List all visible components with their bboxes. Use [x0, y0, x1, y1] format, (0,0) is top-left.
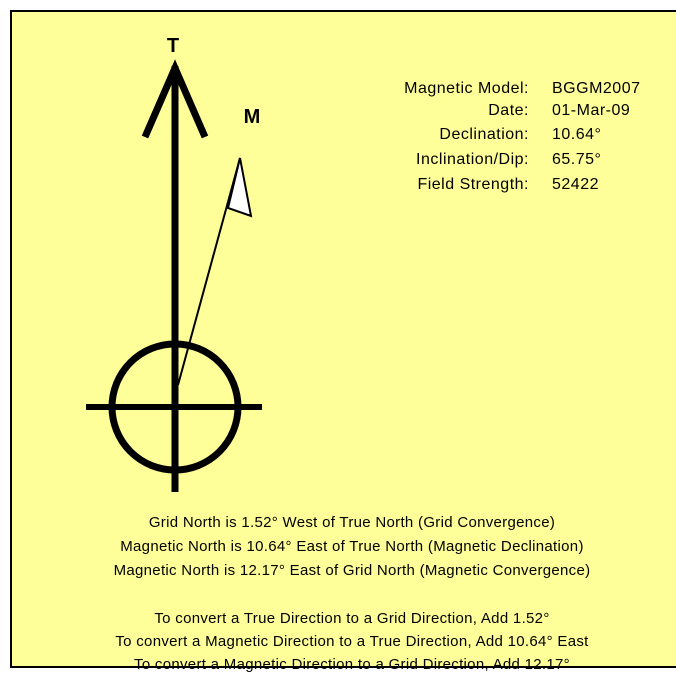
info-label: Field Strength:: [417, 176, 529, 193]
info-value: BGGM2007: [552, 80, 640, 97]
info-label: Inclination/Dip:: [416, 151, 529, 168]
t-label: T: [167, 35, 179, 57]
info-label: Date:: [488, 102, 529, 119]
info-label: Magnetic Model:: [404, 80, 529, 97]
info-label: Declination:: [439, 126, 529, 143]
conversion: To convert a Magnetic Direction to a Tru…: [115, 633, 589, 650]
conversion: To convert a Magnetic Direction to a Gri…: [134, 656, 570, 673]
info-value: 65.75°: [552, 151, 601, 168]
info-value: 01-Mar-09: [552, 102, 630, 119]
info-value: 10.64°: [552, 126, 601, 143]
note: Magnetic North is 10.64° East of True No…: [120, 538, 584, 555]
magnetic-line: [177, 157, 241, 386]
conversion: To convert a True Direction to a Grid Di…: [154, 610, 549, 627]
panel: [10, 10, 676, 668]
note: Magnetic North is 12.17° East of Grid No…: [114, 562, 591, 579]
info-value: 52422: [552, 176, 599, 193]
arrowhead: [141, 59, 209, 139]
magnetic-flag: [226, 157, 253, 218]
m-label: M: [244, 106, 261, 128]
note: Grid North is 1.52° West of True North (…: [149, 514, 555, 531]
